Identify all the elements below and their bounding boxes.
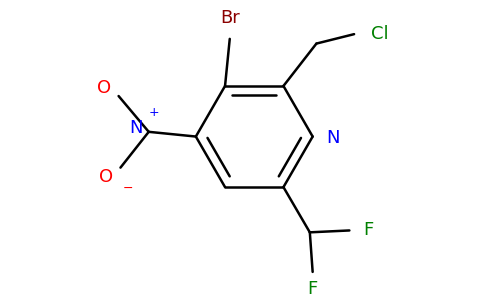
Text: F: F [307,280,318,298]
Text: Br: Br [220,9,240,27]
Text: +: + [148,106,159,119]
Text: N: N [327,129,340,147]
Text: F: F [363,221,374,239]
Text: N: N [130,119,143,137]
Text: −: − [123,182,133,195]
Text: O: O [99,168,113,186]
Text: Cl: Cl [371,25,389,43]
Text: O: O [97,80,111,98]
